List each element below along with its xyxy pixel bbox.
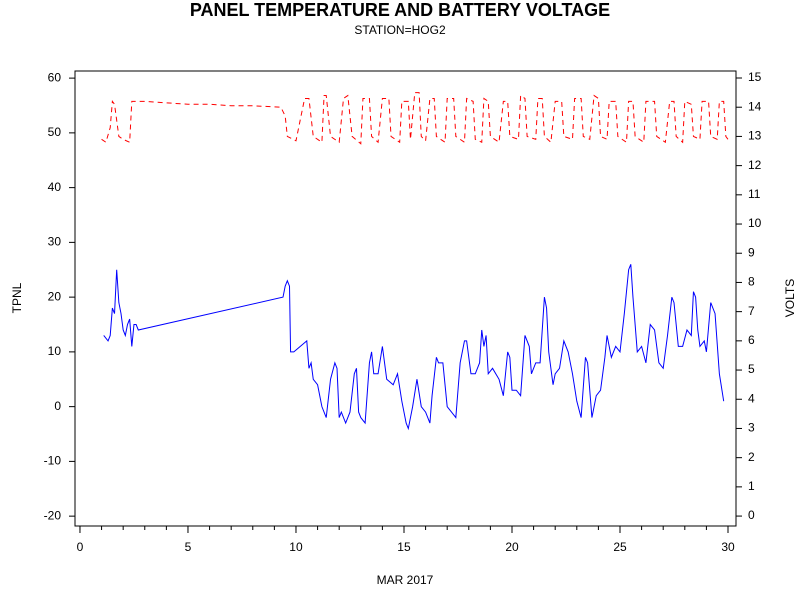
y-tick-label: 30 [48,235,62,249]
y2-tick-label: 3 [748,421,755,435]
series-line [103,264,725,431]
y2-tick-label: 0 [748,508,755,522]
x-tick-label: 10 [289,540,303,554]
y2-tick-label: 5 [748,362,755,376]
y2-axis-label: VOLTS [783,279,797,317]
y2-tick-label: 4 [748,391,755,405]
y-axis-label: TPNL [10,282,24,313]
chart-subtitle: STATION=HOG2 [354,23,446,37]
y2-tick-label: 12 [748,158,762,172]
y2-tick-label: 10 [748,216,762,230]
y-tick-label: 50 [48,125,62,139]
y-tick-label: 60 [48,70,62,84]
y2-tick-label: 2 [748,450,755,464]
y2-tick-label: 13 [748,129,762,143]
y-tick-label: 20 [48,289,62,303]
x-tick-label: 0 [77,540,84,554]
y-tick-label: -20 [44,508,62,522]
y2-tick-label: 9 [748,245,755,259]
x-tick-label: 20 [505,540,519,554]
y2-tick-label: 8 [748,275,755,289]
plot-frame [74,70,737,527]
x-tick-label: 25 [613,540,627,554]
y2-tick-label: 7 [748,304,755,318]
y2-tick-label: 11 [748,187,761,201]
x-tick-label: 15 [397,540,411,554]
y2-tick-label: 15 [748,70,762,84]
y2-tick-label: 1 [748,479,755,493]
x-tick-label: 30 [721,540,735,554]
y-tick-label: 10 [48,344,62,358]
y-tick-label: -10 [44,454,62,468]
y-tick-label: 0 [54,399,61,413]
y-tick-label: 40 [48,180,62,194]
x-axis-label: MAR 2017 [377,573,434,587]
y2-tick-label: 14 [748,99,762,113]
series-line [101,92,729,145]
x-tick-label: 5 [185,540,192,554]
y2-tick-label: 6 [748,333,755,347]
chart-title: PANEL TEMPERATURE AND BATTERY VOLTAGE [190,0,610,20]
